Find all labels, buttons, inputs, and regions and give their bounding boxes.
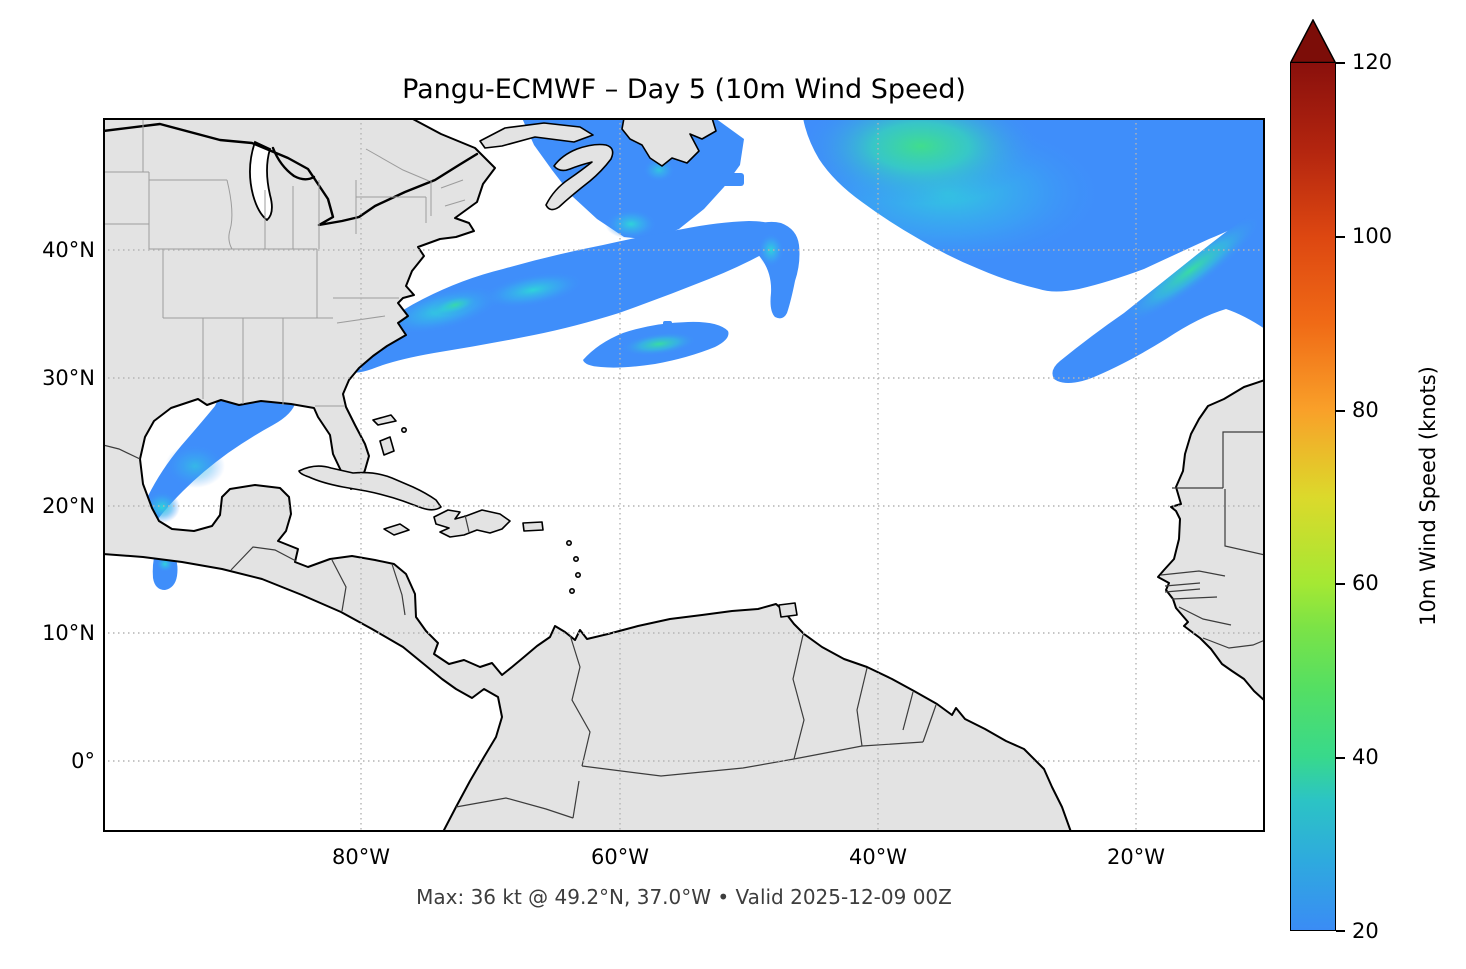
wind-speck: [720, 173, 744, 186]
colorbar-extend-arrow: [1290, 19, 1336, 63]
lesser-antilles-island: [565, 539, 572, 546]
wind-core: [643, 158, 675, 182]
wind-core-group: [1119, 215, 1263, 325]
colorbar-tick-label: 100: [1352, 224, 1393, 248]
puerto-rico: [522, 521, 544, 532]
colorbar-tick: [1336, 410, 1345, 412]
lat-tick-label: 20°N: [42, 494, 95, 518]
plot-title: Pangu-ECMWF – Day 5 (10m Wind Speed): [402, 74, 966, 105]
colorbar-tick-label: 20: [1352, 919, 1379, 943]
lat-tick-label: 30°N: [42, 366, 95, 390]
us-canada-border-great-lakes: [103, 122, 479, 227]
north-and-south-america: [103, 118, 1072, 832]
colorbar-tick-label: 120: [1352, 50, 1393, 74]
lon-tick-label: 20°W: [1107, 845, 1165, 869]
cuba: [298, 465, 442, 511]
wind-patch-gulf-of-mexico: [142, 377, 296, 527]
colorbar-tick-label: 40: [1352, 745, 1379, 769]
wind-core: [165, 444, 225, 488]
jamaica: [383, 523, 410, 536]
bahamas-island: [372, 414, 397, 426]
bahamas-island: [400, 426, 407, 433]
wind-core: [621, 332, 697, 356]
country-borders: [103, 431, 1265, 819]
lat-tick-label: 10°N: [42, 621, 95, 645]
colorbar-tick-label: 60: [1352, 571, 1379, 595]
gaspe-peninsula: [479, 122, 594, 149]
lon-tick-label: 80°W: [332, 845, 390, 869]
lat-tick-label: 40°N: [42, 238, 95, 262]
land-masses: [103, 118, 1265, 832]
wind-core: [758, 233, 784, 267]
lon-tick-label: 60°W: [591, 845, 649, 869]
colorbar-tick: [1336, 583, 1345, 585]
lon-tick-label: 40°W: [849, 845, 907, 869]
graticule: [103, 118, 1265, 832]
lesser-antilles-island: [574, 571, 581, 578]
colorbar-gradient: [1290, 62, 1336, 931]
lesser-antilles-island: [568, 587, 575, 594]
us-state-borders: [103, 118, 466, 407]
colorbar-tick: [1336, 236, 1345, 238]
max-and-valid-caption: Max: 36 kt @ 49.2°N, 37.0°W • Valid 2025…: [416, 885, 952, 909]
hispaniola: [433, 509, 511, 538]
colorbar-tick: [1336, 62, 1345, 64]
west-africa: [1157, 379, 1265, 702]
wind-core-group: [803, 118, 1108, 268]
colorbar-tick: [1336, 757, 1345, 759]
nova-scotia: [545, 143, 614, 211]
trinidad: [778, 602, 798, 618]
map-canvas: [103, 118, 1265, 832]
wind-core-group: [384, 271, 585, 335]
newfoundland: [621, 118, 717, 167]
lat-tick-label: 0°: [71, 749, 95, 773]
colorbar-tick: [1336, 930, 1345, 932]
lesser-antilles-island: [572, 555, 579, 562]
colorbar-arrow-shape: [1290, 19, 1336, 63]
colorbar-axis-label: 10m Wind Speed (knots): [1416, 366, 1440, 626]
bahamas-island: [379, 436, 395, 456]
wind-core: [605, 209, 657, 239]
atlantic-basin-map: [103, 118, 1265, 832]
lake-michigan: [249, 140, 273, 222]
colorbar-tick-label: 80: [1352, 398, 1379, 422]
